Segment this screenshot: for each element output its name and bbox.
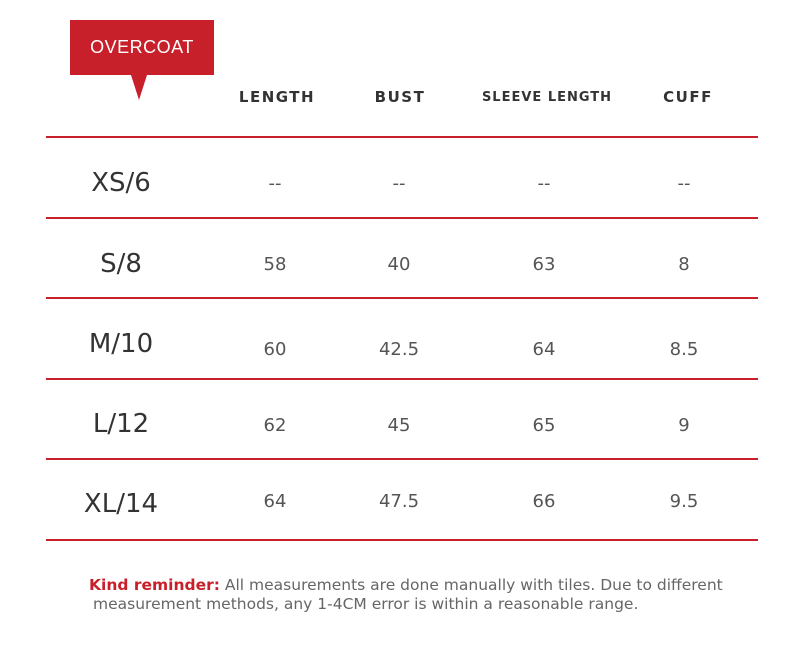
kind-reminder-text-line1: All measurements are done manually with … — [219, 576, 723, 594]
sleeve-length-value: 64 — [532, 339, 556, 360]
size-label: S/8 — [100, 249, 142, 279]
overcoat-tag-label: OVERCOAT — [90, 37, 194, 57]
kind-reminder-text-line2: measurement methods, any 1-4CM error is … — [93, 595, 639, 613]
column-header-length: LENGTH — [238, 88, 316, 106]
kind-reminder-label: Kind reminder: — [89, 576, 220, 594]
column-header-cuff: CUFF — [663, 88, 713, 106]
length-value: 64 — [263, 491, 287, 512]
sleeve-length-value: 66 — [532, 491, 556, 512]
cuff-value: 8 — [678, 254, 690, 275]
sleeve-length-value: -- — [537, 173, 551, 194]
table-rule — [46, 378, 758, 380]
overcoat-tag: OVERCOAT — [70, 20, 214, 75]
size-label: M/10 — [88, 329, 154, 359]
length-value: 58 — [263, 254, 287, 275]
table-rule — [46, 458, 758, 460]
size-label: XS/6 — [91, 168, 151, 198]
cuff-value: 9.5 — [669, 491, 699, 512]
kind-reminder-note: Kind reminder: All measurements are done… — [89, 576, 749, 614]
sleeve-length-value: 63 — [532, 254, 556, 275]
column-header-sleeve-length: SLEEVE LENGTH — [481, 90, 613, 105]
size-label: XL/14 — [83, 489, 159, 519]
cuff-value: 8.5 — [669, 339, 699, 360]
size-label: L/12 — [92, 409, 150, 439]
length-value: -- — [268, 173, 282, 194]
bust-value: 42.5 — [378, 339, 420, 360]
bust-value: 40 — [387, 254, 411, 275]
length-value: 62 — [263, 415, 287, 436]
length-value: 60 — [263, 339, 287, 360]
table-rule — [46, 136, 758, 138]
cuff-value: 9 — [678, 415, 690, 436]
table-rule — [46, 297, 758, 299]
sleeve-length-value: 65 — [532, 415, 556, 436]
table-rule — [46, 217, 758, 219]
bust-value: -- — [392, 173, 406, 194]
bust-value: 45 — [387, 415, 411, 436]
tag-pointer — [131, 75, 147, 100]
table-rule — [46, 539, 758, 541]
column-header-bust: BUST — [374, 88, 426, 106]
cuff-value: -- — [677, 173, 691, 194]
bust-value: 47.5 — [378, 491, 420, 512]
